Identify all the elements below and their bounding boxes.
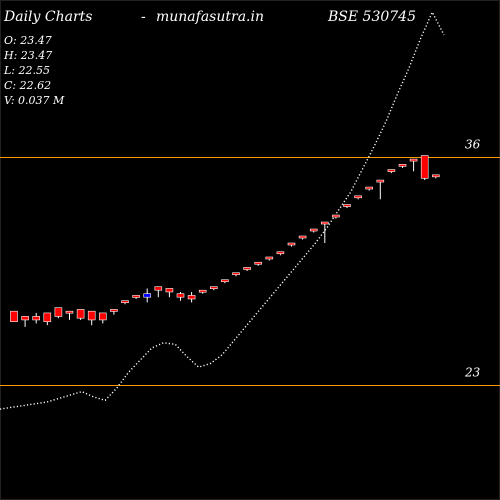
candle-body: [365, 186, 374, 190]
candle: [176, 291, 185, 301]
candle: [332, 214, 340, 219]
candle: [431, 174, 440, 179]
candle: [87, 310, 96, 326]
candle-body: [176, 293, 185, 298]
candle: [121, 300, 129, 305]
candle-body: [298, 235, 307, 239]
candle: [354, 195, 362, 200]
level-label-23: 23: [464, 366, 481, 380]
candle-body: [132, 295, 140, 298]
candle-body: [143, 293, 151, 298]
candle: [99, 312, 107, 324]
candle-body: [187, 295, 196, 300]
candle-body: [43, 312, 52, 322]
candle: [110, 309, 118, 315]
candle: [21, 316, 29, 327]
candle-body: [110, 309, 118, 312]
candle: [10, 310, 18, 322]
candle: [32, 312, 41, 324]
candle: [243, 267, 251, 271]
candle-body: [343, 204, 351, 207]
candle: [320, 221, 329, 244]
ohlc-volume: V: 0.037 M: [4, 94, 65, 107]
candle: [420, 155, 429, 181]
candle: [210, 286, 218, 291]
candle-body: [198, 289, 207, 293]
candle: [265, 256, 274, 261]
candle-body: [354, 195, 362, 199]
candle: [276, 251, 285, 256]
candle-body: [65, 310, 74, 314]
candle: [409, 158, 418, 172]
trend-line: [0, 10, 445, 410]
candle-body: [265, 256, 274, 260]
level-label-36: 36: [465, 138, 481, 152]
ohlc-low: L: 22.55: [3, 64, 50, 77]
candle: [221, 279, 229, 284]
candle-body: [21, 316, 29, 321]
candle: [65, 310, 74, 320]
candle-body: [221, 279, 229, 283]
candle-body: [332, 214, 340, 218]
candle-body: [431, 174, 440, 178]
candle: [187, 291, 196, 303]
candle: [309, 228, 318, 233]
candle-body: [309, 228, 318, 232]
candle: [198, 289, 207, 294]
candle-body: [232, 272, 240, 276]
candle-body: [154, 286, 163, 291]
ohlc-high: H: 23.47: [3, 49, 52, 62]
candle: [254, 261, 262, 266]
candle-body: [165, 288, 174, 293]
header-site: munafasutra.in: [156, 9, 264, 25]
candle-body: [76, 309, 85, 319]
candle-body: [210, 286, 218, 290]
candle: [143, 288, 151, 303]
ohlc-close: C: 22.62: [4, 79, 51, 92]
candle: [387, 169, 396, 174]
candle: [132, 295, 140, 299]
candle: [54, 307, 63, 319]
candle-body: [409, 158, 418, 162]
candle: [376, 179, 385, 200]
candle-body: [10, 310, 18, 322]
candle: [365, 186, 374, 191]
candle-body: [287, 242, 296, 246]
header-dash: -: [141, 9, 146, 25]
candle-body: [87, 310, 96, 321]
candle-body: [420, 155, 429, 179]
candle-body: [320, 221, 329, 225]
candle-body: [276, 251, 285, 255]
candle: [232, 272, 240, 277]
candle: [343, 204, 351, 209]
header-symbol: BSE 530745: [327, 9, 416, 25]
candle-body: [54, 307, 63, 317]
candle: [165, 288, 174, 298]
candle-body: [387, 169, 396, 172]
candle-body: [121, 300, 129, 303]
candle: [287, 242, 296, 247]
candle-body: [254, 261, 262, 265]
trend-dotted-line: [0, 10, 445, 410]
candle: [398, 164, 407, 168]
candle-body: [376, 179, 385, 183]
candlesticks: [10, 155, 440, 327]
candle-body: [99, 312, 107, 321]
candle-body: [398, 164, 407, 167]
candle: [154, 286, 163, 298]
candle: [43, 312, 52, 326]
ohlc-open: O: 23.47: [4, 34, 52, 47]
candle: [76, 309, 85, 320]
candle: [298, 235, 307, 240]
level-lines: 36 23: [0, 138, 500, 386]
candle-body: [32, 316, 41, 321]
candle-body: [243, 267, 251, 270]
header-left: Daily Charts: [3, 9, 92, 25]
